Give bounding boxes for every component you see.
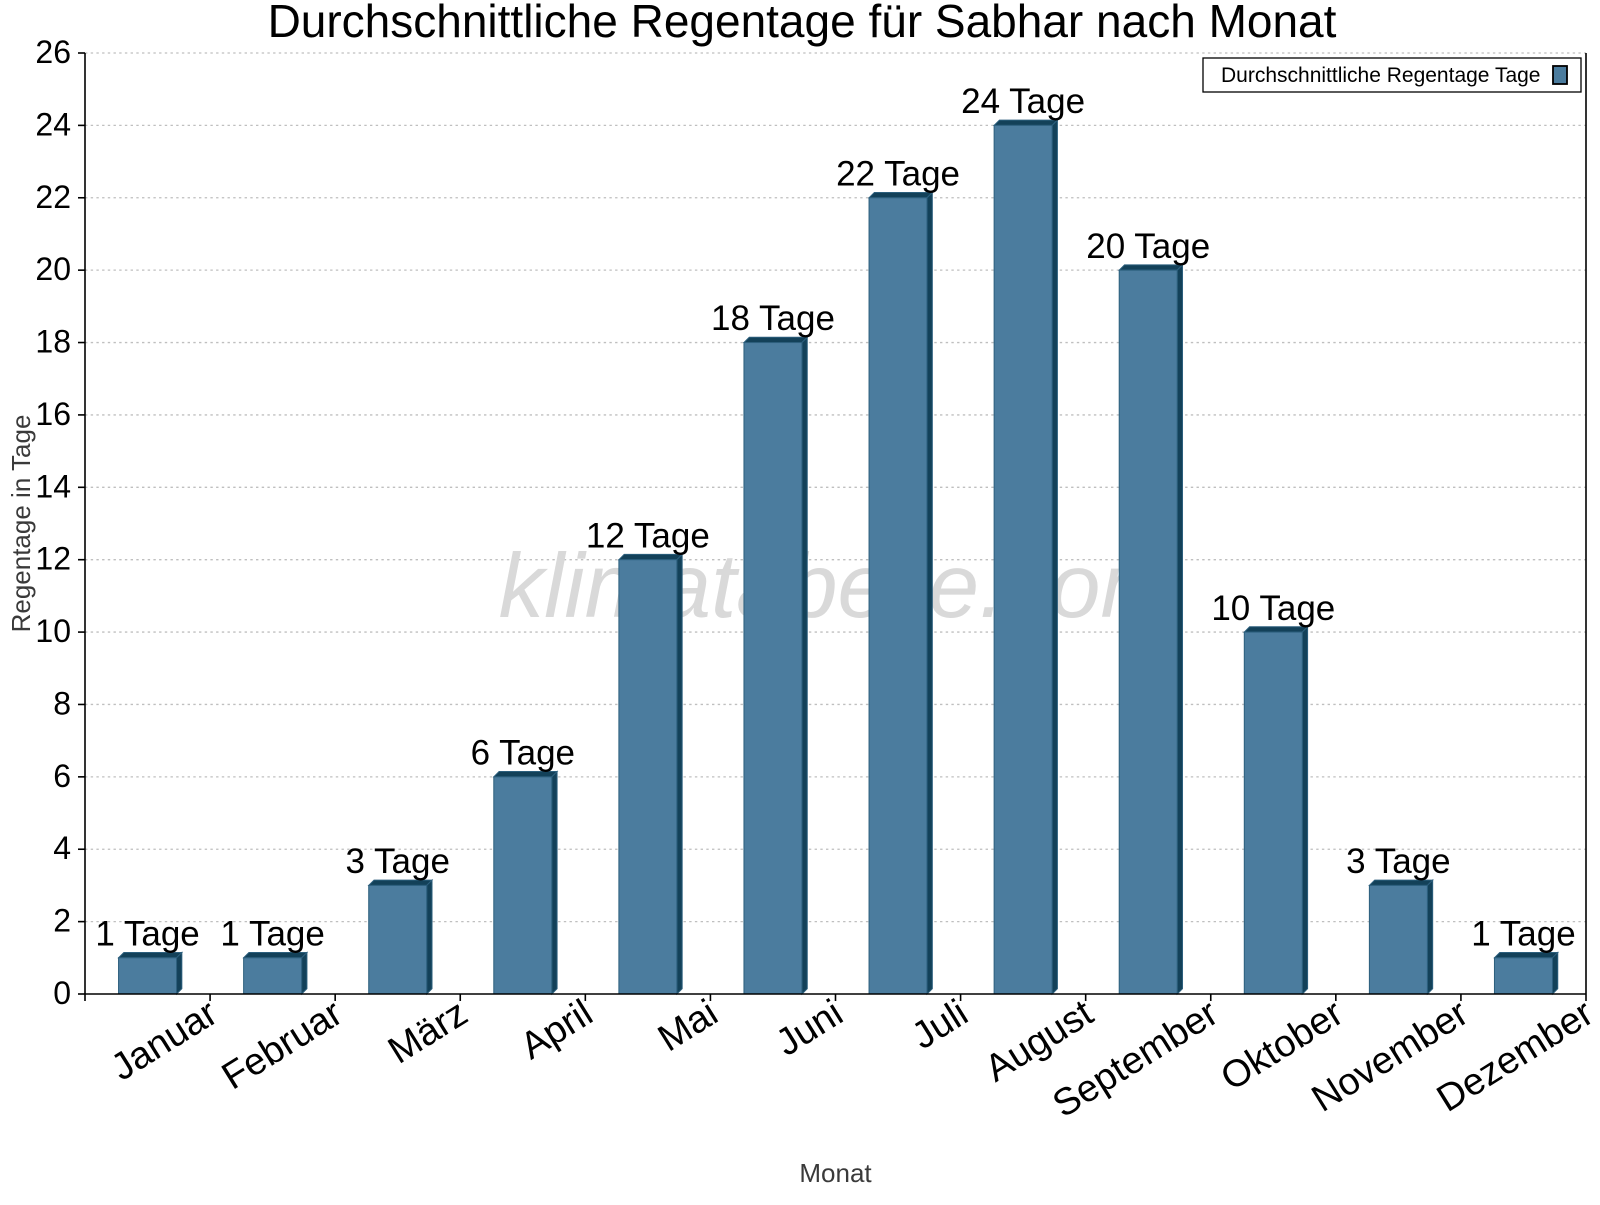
svg-text:16: 16 xyxy=(35,396,71,432)
svg-text:22 Tage: 22 Tage xyxy=(836,154,960,193)
svg-text:20 Tage: 20 Tage xyxy=(1086,227,1210,266)
svg-text:26: 26 xyxy=(35,34,71,70)
svg-text:6: 6 xyxy=(53,758,71,794)
svg-text:3 Tage: 3 Tage xyxy=(345,842,449,881)
svg-text:Durchschnittliche Regentage Ta: Durchschnittliche Regentage Tage xyxy=(1221,64,1540,87)
svg-text:4: 4 xyxy=(53,830,71,866)
svg-text:24: 24 xyxy=(35,106,71,142)
svg-text:6 Tage: 6 Tage xyxy=(471,734,575,773)
svg-text:14: 14 xyxy=(35,468,71,504)
svg-text:0: 0 xyxy=(53,975,71,1011)
svg-text:18: 18 xyxy=(35,324,71,360)
svg-text:18 Tage: 18 Tage xyxy=(711,299,835,338)
svg-text:1 Tage: 1 Tage xyxy=(220,915,324,954)
svg-text:3 Tage: 3 Tage xyxy=(1346,842,1450,881)
svg-text:2: 2 xyxy=(53,903,71,939)
svg-text:12 Tage: 12 Tage xyxy=(586,516,710,555)
svg-text:22: 22 xyxy=(35,179,71,215)
svg-text:1 Tage: 1 Tage xyxy=(95,915,199,954)
svg-text:Regentage in Tage: Regentage in Tage xyxy=(6,415,36,633)
svg-text:Monat: Monat xyxy=(799,1158,872,1188)
svg-text:8: 8 xyxy=(53,685,71,721)
svg-text:Durchschnittliche Regentage fü: Durchschnittliche Regentage für Sabhar n… xyxy=(268,0,1337,47)
svg-text:24 Tage: 24 Tage xyxy=(961,82,1085,121)
svg-text:12: 12 xyxy=(35,541,71,577)
svg-text:20: 20 xyxy=(35,251,71,287)
svg-text:1 Tage: 1 Tage xyxy=(1471,915,1575,954)
svg-text:10: 10 xyxy=(35,613,71,649)
svg-text:10 Tage: 10 Tage xyxy=(1211,589,1335,628)
